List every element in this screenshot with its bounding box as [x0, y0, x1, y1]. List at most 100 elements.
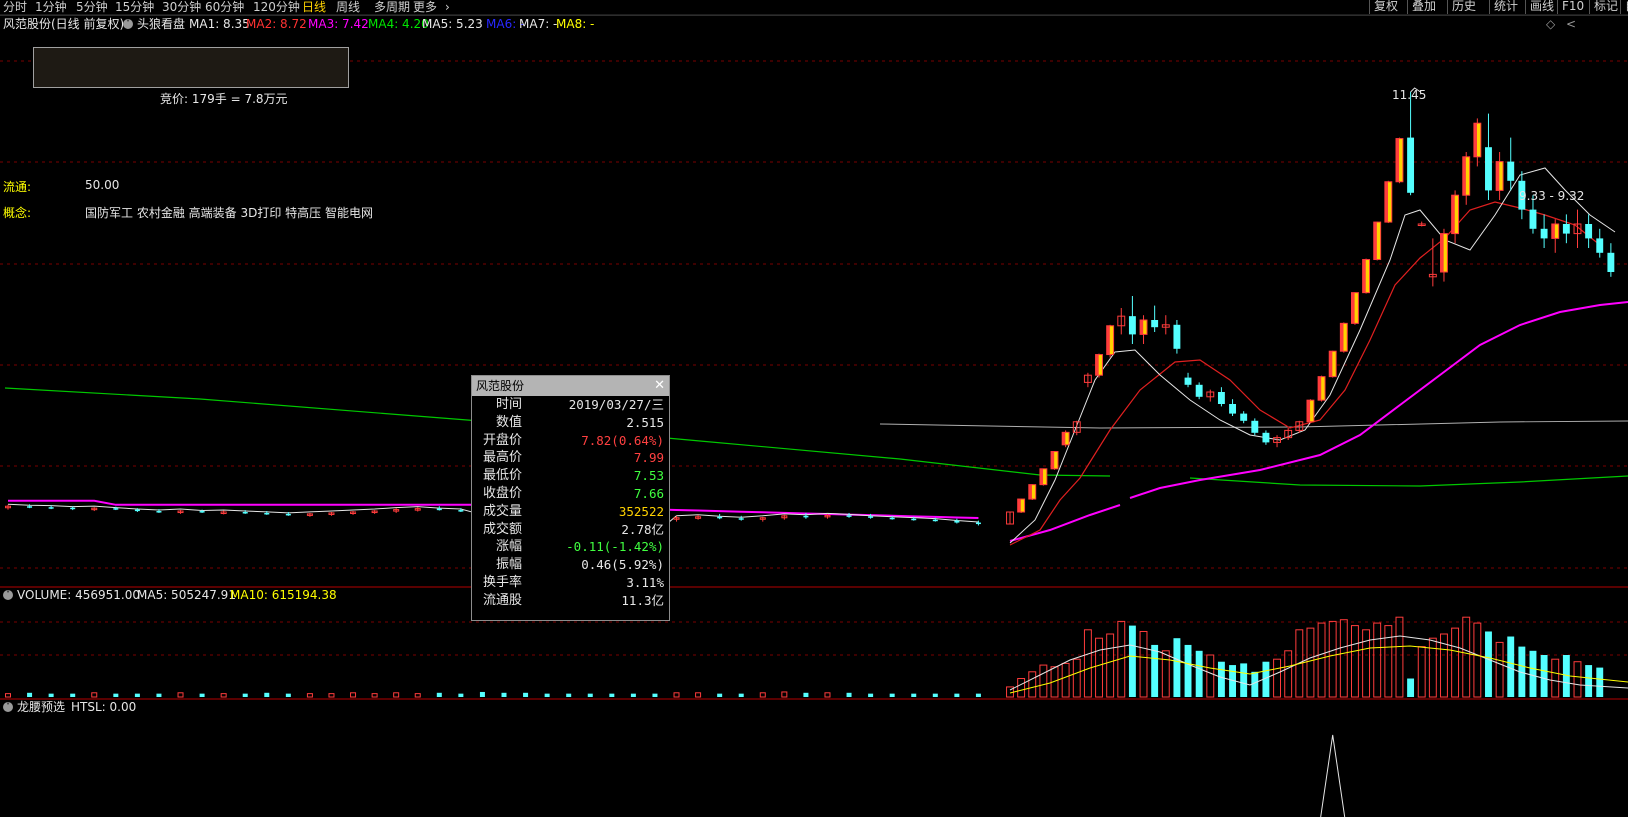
tooltip-value: 2.515: [626, 414, 664, 430]
volume-bar: [1395, 616, 1404, 698]
volume-ma10-line: [1009, 645, 1628, 694]
volume-bar: [932, 693, 938, 697]
period-tab-5[interactable]: 60分钟: [205, 0, 245, 14]
candle-up: [695, 516, 702, 519]
volume-bar: [1529, 650, 1537, 697]
candle-down: [889, 517, 895, 520]
volume-bar: [587, 693, 593, 697]
ma-legend-item-3: MA3: 7.42: [308, 17, 369, 31]
candle-down: [1585, 224, 1593, 239]
volume-bar: [1350, 625, 1359, 698]
more-arrow-icon[interactable]: ›: [445, 0, 450, 14]
period-tab-9[interactable]: 多周期: [374, 0, 411, 14]
candle-down: [1485, 147, 1492, 191]
period-tab-6[interactable]: 120分钟: [253, 0, 300, 14]
chevron-down-icon[interactable]: ˅: [3, 702, 13, 712]
volume-bar: [673, 692, 680, 698]
toolbar-button-7[interactable]: 自: [1620, 0, 1628, 14]
chevron-down-icon[interactable]: ˅: [123, 19, 133, 29]
period-tab-3[interactable]: 15分钟: [115, 0, 155, 14]
candle-down: [911, 518, 917, 521]
toolbar-button-4[interactable]: 画线: [1525, 0, 1558, 14]
candle-up: [1351, 292, 1355, 324]
candle-up: [1273, 437, 1282, 443]
volume-bar: [393, 692, 400, 698]
candle-up: [1417, 223, 1426, 226]
candle-up: [1106, 325, 1110, 355]
candle-down: [1407, 137, 1415, 193]
period-tab-10[interactable]: 更多: [413, 0, 438, 14]
period-tab-8[interactable]: 周线: [336, 0, 361, 14]
candle-down: [458, 510, 464, 512]
tooltip-key: 振幅: [495, 557, 522, 573]
candle-down: [1540, 228, 1548, 239]
volume-bar: [1362, 629, 1371, 698]
toolbar-button-1[interactable]: 叠加: [1407, 0, 1440, 14]
indicator-spike: [1320, 734, 1346, 817]
tooltip-row: 数值 2.515: [472, 414, 669, 432]
toolbar-button-3[interactable]: 统计: [1489, 0, 1522, 14]
period-tab-1[interactable]: 1分钟: [35, 0, 67, 14]
volume-bar: [1139, 630, 1148, 698]
volume-bar: [1573, 661, 1582, 698]
candle-down: [1229, 404, 1236, 414]
period-tab-2[interactable]: 5分钟: [76, 0, 108, 14]
ma-legend-item-7: MA7: -: [519, 17, 558, 31]
candle-up: [1362, 259, 1366, 293]
volume-bar: [177, 692, 184, 698]
period-tab-0[interactable]: 分时: [3, 0, 28, 14]
candle-up: [824, 514, 831, 518]
tooltip-row: 流通股 11.3亿: [472, 592, 669, 610]
high-price-label: 11.45: [1392, 88, 1427, 102]
tooltip-key: 成交额: [482, 521, 522, 537]
close-icon[interactable]: ✕: [654, 378, 665, 393]
volume-bar: [1451, 627, 1460, 698]
volume-bar: [306, 693, 313, 698]
volume-bar: [523, 692, 529, 697]
concept-value[interactable]: 国防军工 农村金融 高端装备 3D打印 特高压 智能电网: [85, 206, 373, 220]
period-tab-4[interactable]: 30分钟: [162, 0, 202, 14]
volume-bar: [1017, 678, 1026, 698]
toolbar-button-6[interactable]: 标记: [1589, 0, 1622, 14]
candle-up: [1440, 233, 1444, 272]
candle-down: [738, 518, 744, 520]
toolbar-button-5[interactable]: F10: [1557, 0, 1588, 14]
candle-up: [1428, 273, 1437, 278]
candle-up: [1039, 468, 1044, 485]
tooltip-row: 开盘价 7.82(0.64%): [472, 432, 669, 450]
concept-label: 概念:: [3, 206, 32, 220]
volume-bar: [1083, 629, 1092, 698]
volume-bar: [1373, 622, 1382, 698]
volume-bar: [609, 693, 615, 697]
expand-icon[interactable]: ◇: [1546, 17, 1556, 31]
candle-down: [1596, 238, 1604, 253]
candle-up: [1496, 161, 1500, 191]
scroll-left-icon[interactable]: <: [1566, 17, 1577, 31]
chevron-down-icon[interactable]: ˅: [3, 590, 13, 600]
volume-bar: [1273, 658, 1282, 698]
volume-bar: [501, 692, 507, 697]
period-tab-7[interactable]: 日线: [302, 0, 327, 14]
period-toolbar: 分时 1分钟 5分钟 15分钟 30分钟 60分钟 120分钟 日线 周线 多周期 更多 › 复权 叠加…: [0, 0, 1628, 16]
volume-bar: [1384, 625, 1393, 698]
toolbar-button-2[interactable]: 历史: [1447, 0, 1480, 14]
tooltip-row: 收盘价 7.66: [472, 485, 669, 503]
volume-bar: [1061, 662, 1070, 698]
ma-legend-item-1: MA1: 8.35: [189, 17, 250, 31]
volume-bar: [868, 693, 874, 697]
volume-bar: [759, 692, 766, 698]
indicator-name: 龙腰预选: [17, 700, 66, 714]
toolbar-button-0[interactable]: 复权: [1369, 0, 1402, 14]
volume-bar: [1262, 661, 1270, 697]
tooltip-row: 时间 2019/03/27/三: [472, 396, 669, 414]
candle-up: [5, 505, 11, 509]
candle-down: [954, 520, 960, 523]
candle-down: [1173, 324, 1181, 349]
candle-up: [1206, 391, 1215, 398]
tooltip-row: 换手率 3.11%: [472, 574, 669, 592]
volume-bar: [1562, 655, 1570, 697]
volume-bar: [1295, 629, 1304, 698]
volume-bar: [1417, 646, 1426, 698]
candle-down: [285, 513, 291, 516]
